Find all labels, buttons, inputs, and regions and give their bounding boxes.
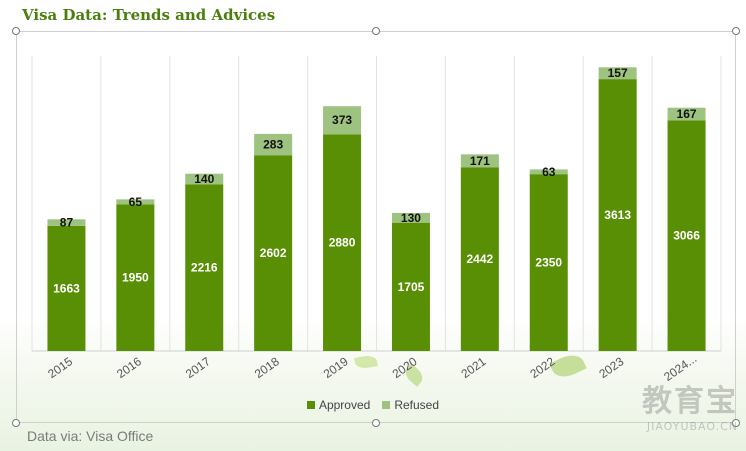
data-label-approved-2016: 1950	[122, 271, 149, 285]
data-label-refused-2023: 157	[608, 66, 628, 80]
data-label-approved-2024: 3066	[673, 229, 700, 243]
bar-refused-2016[interactable]	[116, 199, 155, 205]
x-tick-label: 2017	[183, 354, 213, 381]
data-label-approved-2019: 2880	[329, 236, 356, 250]
bar-approved-2016[interactable]	[116, 204, 155, 351]
data-label-refused-2022: 63	[542, 165, 556, 179]
bars	[47, 67, 706, 351]
resize-handle-top-left[interactable]	[12, 27, 20, 35]
data-labels: 1663 87 1950 65 2216 140 2602 283 2880 373 1705 130…	[53, 66, 700, 295]
data-label-approved-2020: 1705	[398, 280, 425, 294]
bar-refused-2023[interactable]	[598, 67, 637, 80]
x-tick-label: 2021	[459, 354, 489, 381]
data-label-approved-2022: 2350	[535, 256, 562, 270]
bar-approved-2020[interactable]	[391, 222, 430, 351]
data-label-approved-2017: 2216	[191, 261, 218, 275]
data-label-approved-2015: 1663	[53, 281, 80, 295]
x-tick-label: 2019	[321, 354, 351, 381]
legend: Approved Refused	[0, 398, 746, 412]
x-tick-label: 2015	[45, 354, 75, 381]
watermark-domain-text: JIAOYUBAO.CN	[646, 420, 738, 433]
bar-refused-2020[interactable]	[391, 212, 430, 223]
bar-refused-2017[interactable]	[185, 173, 224, 185]
legend-swatch-approved	[306, 401, 315, 409]
x-tick-label: 2023	[596, 354, 626, 381]
bar-refused-2022[interactable]	[529, 169, 568, 175]
data-source-note: Data via: Visa Office	[27, 428, 154, 444]
watermark-logo-text: 教育宝	[642, 384, 738, 419]
bar-refused-2024[interactable]	[667, 107, 706, 121]
x-tick-labels: 2015 2016 2017 2018 2019 2020 2021 2022 2023 2024…	[45, 351, 699, 384]
resize-handle-bottom-middle[interactable]	[372, 419, 380, 427]
data-label-refused-2019: 373	[332, 113, 352, 127]
legend-item-refused[interactable]: Refused	[382, 398, 439, 412]
bar-approved-2019[interactable]	[323, 134, 362, 351]
legend-item-approved[interactable]: Approved	[306, 398, 371, 412]
bar-refused-2021[interactable]	[460, 154, 499, 168]
data-label-refused-2018: 283	[263, 138, 283, 152]
legend-swatch-refused	[382, 401, 391, 409]
bar-approved-2023[interactable]	[598, 79, 637, 351]
data-label-approved-2021: 2442	[466, 252, 493, 266]
x-tick-label: 2016	[114, 354, 144, 381]
resize-handle-bottom-right[interactable]	[732, 419, 740, 427]
data-label-refused-2021: 171	[470, 154, 490, 168]
data-label-refused-2020: 130	[401, 211, 421, 225]
bar-approved-2022[interactable]	[529, 174, 568, 351]
gridlines	[31, 56, 722, 351]
page-title: Visa Data: Trends and Advices	[22, 6, 276, 24]
bar-approved-2017[interactable]	[185, 184, 224, 351]
resize-handle-top-right[interactable]	[732, 27, 740, 35]
x-tick-label: 2020	[390, 354, 420, 381]
watermark: 教育宝 JIAOYUBAO.CN	[642, 376, 738, 433]
x-tick-label: 2022	[528, 354, 558, 381]
data-label-refused-2015: 87	[60, 216, 74, 230]
legend-label-approved: Approved	[318, 398, 371, 412]
bar-refused-2018[interactable]	[254, 133, 293, 156]
legend-label-refused: Refused	[394, 398, 440, 412]
bar-refused-2019[interactable]	[323, 106, 362, 135]
x-tick-label: 2018	[252, 354, 282, 381]
bar-approved-2018[interactable]	[254, 155, 293, 351]
data-label-approved-2018: 2602	[260, 246, 287, 260]
bar-approved-2015[interactable]	[47, 225, 86, 351]
bar-refused-2015[interactable]	[47, 219, 86, 226]
bar-approved-2024[interactable]	[667, 120, 706, 351]
data-label-approved-2023: 3613	[604, 208, 631, 222]
data-label-refused-2017: 140	[194, 172, 214, 186]
resize-handle-top-middle[interactable]	[372, 27, 380, 35]
data-label-refused-2024: 167	[677, 107, 697, 121]
data-label-refused-2016: 65	[129, 195, 143, 209]
bar-approved-2021[interactable]	[460, 167, 499, 351]
resize-handle-bottom-left[interactable]	[12, 419, 20, 427]
